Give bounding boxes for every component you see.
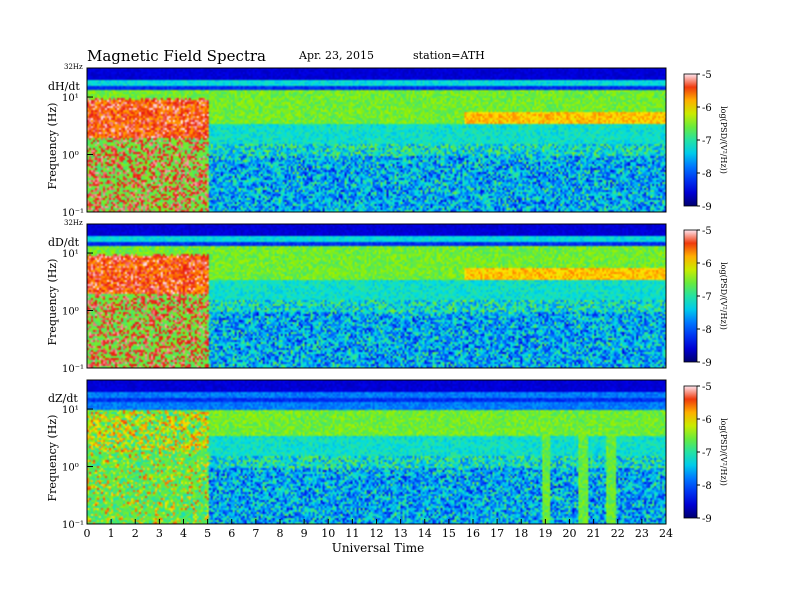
x-tick-label: 0 (84, 527, 91, 540)
panels: dH/dt 32Hz 10¹ 10⁰ 10⁻¹ Frequency (Hz) -5 -6 -7 -… (46, 63, 728, 531)
colorbar-tick-label: -5 (702, 382, 712, 393)
x-tick-label: 10 (321, 527, 335, 540)
y-tick-label: 10⁻¹ (62, 364, 84, 375)
x-tick-label: 22 (611, 527, 625, 540)
colorbar-tick-label: -8 (702, 325, 712, 336)
x-tick-label: 18 (514, 527, 528, 540)
colorbar-tick-label: -6 (702, 103, 712, 114)
station-label: station=ATH (413, 49, 485, 62)
x-axis: 0 1 2 3 4 5 6 7 8 9 10 11 12 13 14 15 16 17 18 19 20 21 22 23 24 (84, 519, 673, 540)
panel-0: dH/dt 32Hz 10¹ 10⁰ 10⁻¹ Frequency (Hz) -5 -6 -7 -… (46, 63, 728, 219)
x-tick-label: 2 (132, 527, 139, 540)
x-tick-label: 20 (563, 527, 577, 540)
figure-date: Apr. 23, 2015 (298, 49, 374, 62)
x-tick-label: 13 (394, 527, 408, 540)
panel-1: dD/dt 32Hz 10¹ 10⁰ 10⁻¹ Frequency (Hz) -5 -6 -7 -… (46, 219, 728, 375)
x-tick-label: 19 (538, 527, 552, 540)
colorbar-tick-label: -8 (702, 169, 712, 180)
figure-title: Magnetic Field Spectra (87, 47, 266, 65)
x-tick-label: 14 (418, 527, 432, 540)
y-axis-label: Frequency (Hz) (46, 103, 59, 190)
colorbar-label: log(PSD/(V²/Hz)) (719, 418, 728, 486)
colorbar-tick-label: -7 (702, 292, 712, 303)
y-axis-label: Frequency (Hz) (46, 259, 59, 346)
y-tick-label: 10⁰ (62, 307, 79, 318)
top-frequency-label: 32Hz (64, 219, 83, 227)
colorbar-tick-label: -8 (702, 481, 712, 492)
x-tick-label: 1 (108, 527, 115, 540)
colorbar-tick-label: -7 (702, 136, 712, 147)
panel-label: dZ/dt (48, 392, 78, 405)
colorbar (683, 385, 698, 519)
colorbar-tick-label: -9 (702, 514, 712, 525)
colorbar-tick-label: -9 (702, 202, 712, 213)
panel-frame (86, 223, 667, 369)
y-axis-label: Frequency (Hz) (46, 415, 59, 502)
x-tick-label: 15 (442, 527, 456, 540)
colorbar-tick-label: -5 (702, 226, 712, 237)
spectrogram-image (87, 68, 666, 212)
colorbar-tick-label: -9 (702, 358, 712, 369)
spectrogram-image (87, 224, 666, 368)
x-tick-label: 24 (659, 527, 673, 540)
x-tick-label: 21 (587, 527, 601, 540)
panel-label: dH/dt (48, 80, 80, 93)
colorbar (683, 229, 698, 363)
top-frequency-label: 32Hz (64, 63, 83, 71)
x-tick-label: 11 (345, 527, 359, 540)
colorbar-label: log(PSD/(V²/Hz)) (719, 262, 728, 330)
colorbar (683, 73, 698, 207)
y-tick-label: 10⁰ (62, 151, 79, 162)
x-tick-label: 17 (490, 527, 504, 540)
x-tick-label: 16 (466, 527, 480, 540)
x-tick-label: 9 (301, 527, 308, 540)
y-tick-label: 10⁰ (62, 463, 79, 474)
x-tick-label: 7 (252, 527, 259, 540)
y-tick-label: 10¹ (62, 249, 79, 260)
panel-frame (86, 67, 667, 213)
x-tick-label: 8 (277, 527, 284, 540)
y-tick-label: 10¹ (62, 93, 79, 104)
x-tick-label: 3 (156, 527, 163, 540)
colorbar-tick-label: -6 (702, 259, 712, 270)
x-axis-label: Universal Time (332, 541, 425, 555)
spectrogram-image (87, 380, 666, 524)
x-tick-label: 5 (204, 527, 211, 540)
x-tick-label: 12 (370, 527, 384, 540)
x-tick-label: 6 (228, 527, 235, 540)
colorbar-label: log(PSD/(V²/Hz)) (719, 106, 728, 174)
y-tick-label: 10⁻¹ (62, 520, 84, 531)
colorbar-tick-label: -6 (702, 415, 712, 426)
panel-label: dD/dt (48, 236, 80, 249)
x-tick-label: 23 (635, 527, 649, 540)
colorbar-tick-label: -5 (702, 70, 712, 81)
y-tick-label: 10⁻¹ (62, 208, 84, 219)
y-tick-label: 10¹ (62, 405, 79, 416)
colorbar-tick-label: -7 (702, 448, 712, 459)
x-tick-label: 4 (180, 527, 187, 540)
